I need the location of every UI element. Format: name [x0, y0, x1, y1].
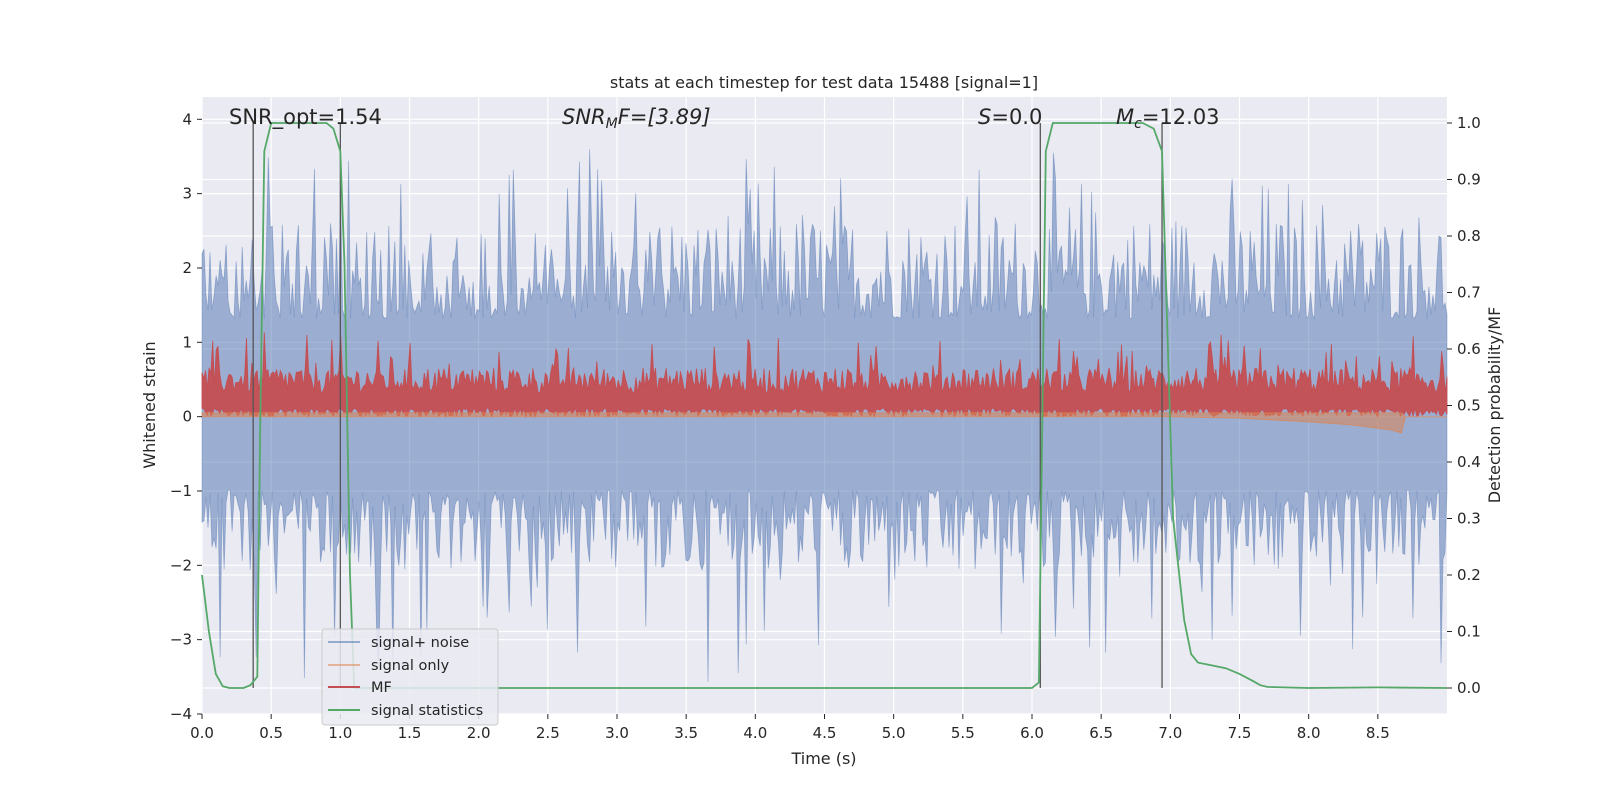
y-right-tick-label: 1.0 — [1457, 114, 1481, 132]
y-left-tick-label: −2 — [170, 556, 192, 574]
annotation-snr-mf: SNRMF=[3.89] — [562, 105, 711, 132]
x-tick-label: 4.0 — [743, 724, 767, 742]
annotation-s: S=0.0 — [978, 105, 1042, 129]
y-right-tick-label: 0.2 — [1457, 566, 1481, 584]
x-tick-label: 7.5 — [1228, 724, 1252, 742]
y-right-tick-label: 0.9 — [1457, 170, 1481, 188]
annotation-mc: Mc=12.03 — [1116, 105, 1220, 132]
y-axis-left-ticks: −4 −3 −2 −1 0 1 2 3 4 — [170, 110, 202, 723]
y-right-tick-label: 0.5 — [1457, 397, 1481, 415]
y-right-tick-label: 0.4 — [1457, 453, 1481, 471]
annotation-snr-opt: SNR_opt=1.54 — [229, 105, 382, 130]
x-tick-label: 4.5 — [813, 724, 837, 742]
x-tick-label: 6.5 — [1089, 724, 1113, 742]
y-left-tick-label: −4 — [170, 705, 192, 723]
y-right-tick-label: 0.7 — [1457, 283, 1481, 301]
x-tick-label: 7.0 — [1158, 724, 1182, 742]
legend: signal+ noise signal only MF signal stat… — [321, 628, 499, 726]
chart-title: stats at each timestep for test data 154… — [610, 73, 1038, 92]
x-axis-label: Time (s) — [790, 749, 856, 768]
x-tick-label: 8.0 — [1297, 724, 1321, 742]
y-right-tick-label: 0.3 — [1457, 510, 1481, 528]
x-tick-label: 1.5 — [398, 724, 422, 742]
y-axis-left-label: Whitened strain — [140, 341, 159, 468]
legend-label-signal-only: signal only — [371, 658, 450, 674]
x-axis-ticks: 0.0 0.5 1.0 1.5 2.0 2.5 3.0 3.5 4.0 4.5 5.0 5.5 6.0 6… — [190, 714, 1390, 742]
y-right-tick-label: 0.1 — [1457, 623, 1481, 641]
y-right-tick-label: 0.6 — [1457, 340, 1481, 358]
y-left-tick-label: 1 — [182, 333, 192, 351]
y-axis-right-label: Detection probability/MF — [1485, 307, 1504, 504]
x-tick-label: 5.5 — [951, 724, 975, 742]
x-tick-label: 2.0 — [467, 724, 491, 742]
legend-box — [321, 628, 499, 726]
y-right-tick-label: 0.8 — [1457, 227, 1481, 245]
x-tick-label: 3.5 — [674, 724, 698, 742]
signal-statistics-series — [201, 122, 1448, 689]
legend-label-signal-noise: signal+ noise — [371, 635, 469, 651]
y-left-tick-label: −3 — [170, 631, 192, 649]
y-left-tick-label: 3 — [182, 185, 192, 203]
legend-label-signal-statistics: signal statistics — [371, 703, 483, 719]
x-tick-label: 1.0 — [328, 724, 352, 742]
x-tick-label: 0.5 — [259, 724, 283, 742]
y-left-tick-label: −1 — [170, 482, 192, 500]
x-tick-label: 2.5 — [536, 724, 560, 742]
signal-only-series — [201, 412, 1447, 434]
y-left-tick-label: 2 — [182, 259, 192, 277]
x-tick-label: 8.5 — [1366, 724, 1390, 742]
series-signal-only — [201, 412, 1447, 434]
y-left-tick-label: 4 — [182, 110, 192, 128]
x-tick-label: 5.0 — [882, 724, 906, 742]
x-tick-label: 6.0 — [1020, 724, 1044, 742]
x-tick-label: 3.0 — [605, 724, 629, 742]
series-signal-statistics — [201, 122, 1448, 689]
y-axis-right-ticks: 0.0 0.1 0.2 0.3 0.4 0.5 0.6 0.7 0.8 0.9 1.0 — [1447, 114, 1481, 697]
y-right-tick-label: 0.0 — [1457, 679, 1481, 697]
x-tick-label: 0.0 — [190, 724, 214, 742]
y-left-tick-label: 0 — [182, 408, 192, 426]
legend-label-mf: MF — [371, 680, 392, 696]
